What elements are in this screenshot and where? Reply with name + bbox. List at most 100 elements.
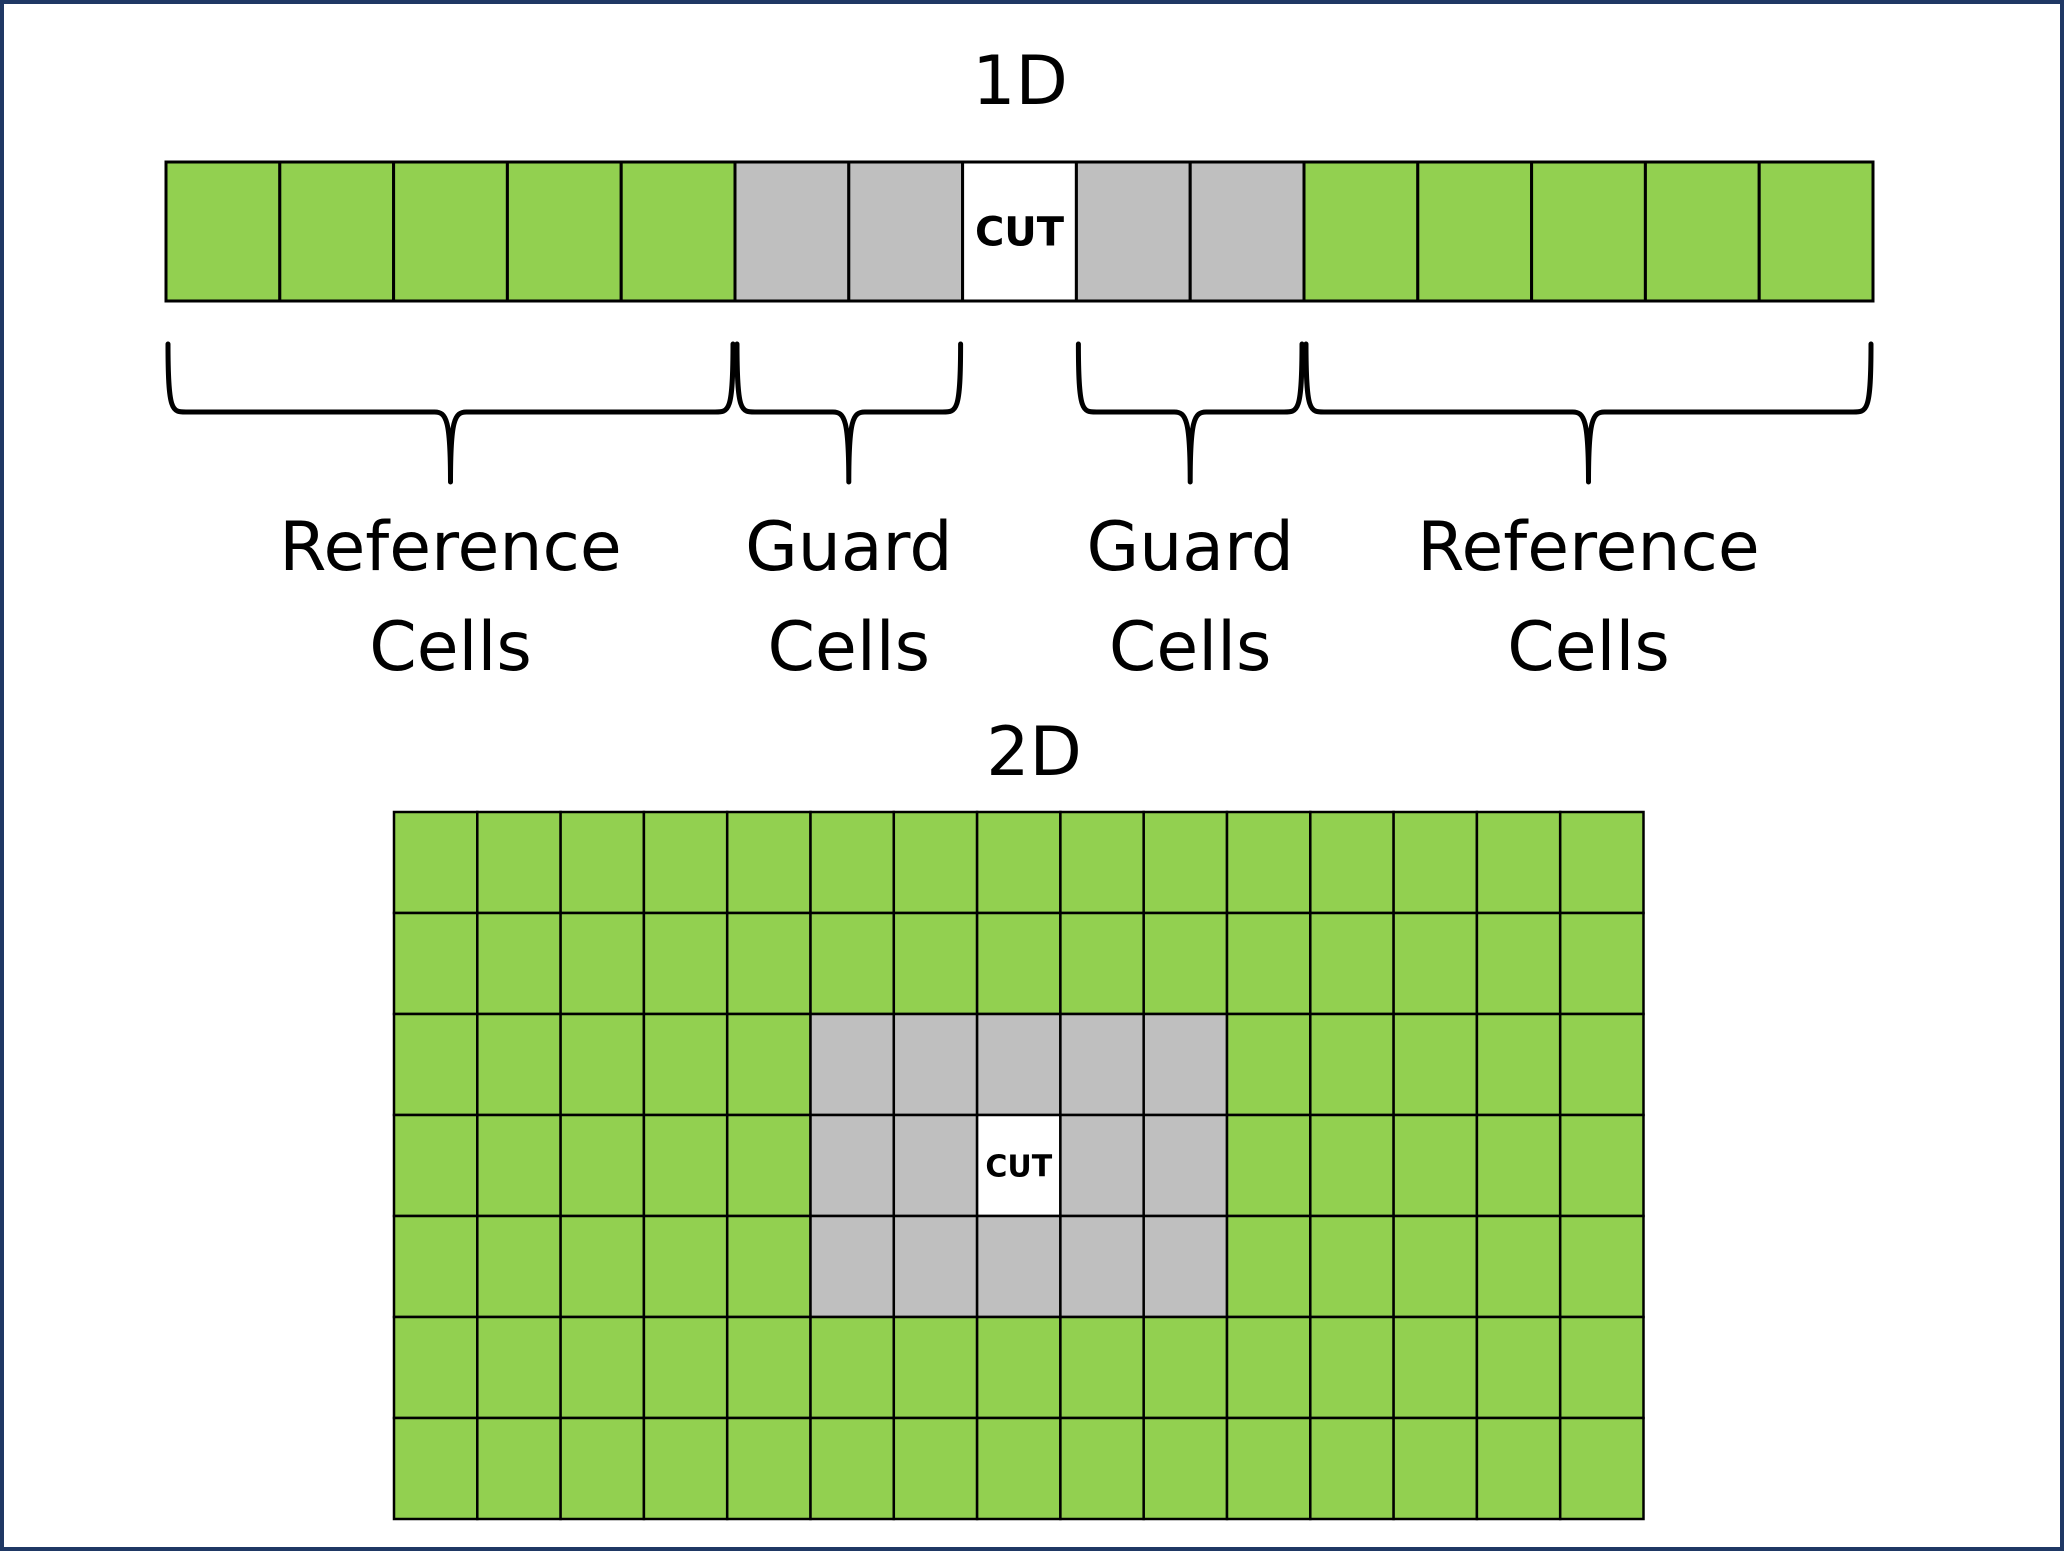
cut-cell-1d: [961, 160, 1078, 303]
reference-cell-2d: [642, 911, 729, 1016]
group-label-line2: Cells: [1109, 608, 1272, 687]
reference-cell-2d: [559, 1315, 646, 1420]
reference-cell-1d: [278, 160, 396, 303]
reference-cell-1d: [164, 160, 282, 303]
cut-cell-2d: [975, 1113, 1062, 1218]
cut-label-2d: CUT: [985, 1150, 1052, 1185]
brace-1: [165, 341, 736, 485]
reference-cell-2d: [809, 1416, 896, 1521]
reference-cell-1d: [619, 160, 737, 303]
reference-cell-2d: [725, 1315, 812, 1420]
group-label-line1: Reference: [279, 508, 621, 587]
reference-cell-2d: [476, 1113, 562, 1218]
reference-cell-1d: [1757, 160, 1875, 303]
guard-cell-2d: [975, 1012, 1062, 1117]
guard-cell-2d: [809, 1214, 896, 1319]
reference-cell-2d: [1309, 1315, 1395, 1420]
brace-2: [734, 341, 964, 485]
reference-cell-2d: [975, 810, 1062, 915]
reference-cell-2d: [476, 1416, 562, 1521]
guard-cell-2d: [975, 1214, 1062, 1319]
reference-cell-2d: [1392, 810, 1479, 915]
cfar-diagram: 1D CUT Reference Cells Guard Cells Guard Cell…: [164, 42, 1875, 1521]
guard-cell-1d: [733, 160, 851, 303]
reference-cell-2d: [1225, 1012, 1312, 1117]
reference-cell-2d: [1225, 911, 1312, 1016]
reference-cell-2d: [1225, 1113, 1312, 1218]
group-label-line1: Guard: [745, 508, 952, 587]
reference-cell-2d: [1392, 1315, 1479, 1420]
guard-cell-1d: [1074, 160, 1192, 303]
reference-cell-2d: [392, 1113, 479, 1218]
reference-cell-2d: [975, 1315, 1062, 1420]
reference-cell-2d: [892, 911, 979, 1016]
group-label-line1: Guard: [1087, 508, 1294, 587]
reference-cell-2d: [892, 1315, 979, 1420]
reference-cell-1d: [1416, 160, 1534, 303]
cut-label-1d: CUT: [975, 210, 1065, 256]
guard-cell-2d: [1142, 1113, 1229, 1218]
grid-2d: CUT: [392, 810, 1645, 1521]
reference-cell-2d: [642, 1113, 729, 1218]
reference-cell-2d: [392, 810, 479, 915]
reference-cell-2d: [1392, 1416, 1479, 1521]
reference-cell-2d: [1059, 911, 1145, 1016]
reference-cell-2d: [642, 810, 729, 915]
reference-cell-2d: [642, 1416, 729, 1521]
reference-cell-1d: [505, 160, 623, 303]
brace-3: [1075, 341, 1305, 485]
reference-cell-2d: [392, 1315, 479, 1420]
reference-cell-2d: [1309, 1416, 1395, 1521]
reference-cell-2d: [476, 1012, 562, 1117]
reference-cell-2d: [1059, 1315, 1145, 1420]
group-label-line1: Reference: [1417, 508, 1759, 587]
reference-cell-2d: [1558, 1416, 1645, 1521]
reference-cell-2d: [392, 1012, 479, 1117]
guard-cell-2d: [892, 1214, 979, 1319]
reference-cell-1d: [1643, 160, 1761, 303]
reference-cell-2d: [1225, 1315, 1312, 1420]
guard-cell-2d: [1059, 1214, 1145, 1319]
guard-cell-2d: [1059, 1113, 1145, 1218]
reference-cell-2d: [1059, 1416, 1145, 1521]
reference-cell-2d: [642, 1315, 729, 1420]
reference-cell-2d: [809, 911, 896, 1016]
guard-cell-2d: [1059, 1012, 1145, 1117]
strip-1d: CUT: [164, 160, 1875, 303]
reference-cell-2d: [559, 1113, 646, 1218]
reference-cell-2d: [559, 810, 646, 915]
reference-cell-2d: [809, 1315, 896, 1420]
reference-cell-1d: [1302, 160, 1420, 303]
reference-cell-2d: [1475, 1315, 1562, 1420]
guard-cell-2d: [1142, 1214, 1229, 1319]
reference-cell-2d: [1558, 1012, 1645, 1117]
reference-cell-2d: [1392, 911, 1479, 1016]
guard-cell-2d: [892, 1113, 979, 1218]
reference-cell-2d: [476, 1315, 562, 1420]
reference-cell-2d: [1142, 1416, 1229, 1521]
braces-1d: [165, 341, 1874, 485]
reference-cell-2d: [559, 911, 646, 1016]
reference-cell-2d: [1475, 1113, 1562, 1218]
reference-cell-2d: [809, 810, 896, 915]
reference-cell-2d: [1558, 911, 1645, 1016]
reference-cell-2d: [559, 1214, 646, 1319]
guard-cell-2d: [1142, 1012, 1229, 1117]
reference-cell-2d: [1142, 1315, 1229, 1420]
reference-cell-2d: [975, 1416, 1062, 1521]
reference-cell-2d: [725, 810, 812, 915]
reference-cell-2d: [1225, 810, 1312, 915]
reference-cell-1d: [1530, 160, 1647, 303]
reference-cell-2d: [476, 810, 562, 915]
group-label-line2: Cells: [768, 608, 931, 687]
reference-cell-1d: [392, 160, 509, 303]
reference-cell-2d: [476, 1214, 562, 1319]
reference-cell-2d: [1059, 810, 1145, 915]
reference-cell-2d: [392, 1416, 479, 1521]
reference-cell-2d: [476, 911, 562, 1016]
reference-cell-2d: [1392, 1012, 1479, 1117]
reference-cell-2d: [1475, 1214, 1562, 1319]
reference-cell-2d: [1475, 1012, 1562, 1117]
reference-cell-2d: [725, 1113, 812, 1218]
